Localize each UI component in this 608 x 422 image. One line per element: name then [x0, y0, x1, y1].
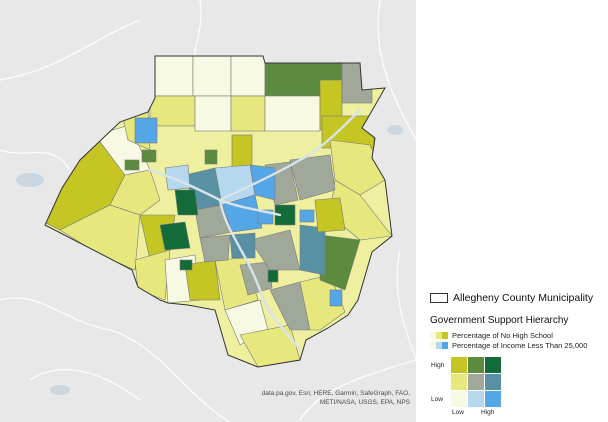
basemap-water: [16, 125, 403, 395]
bivar-axis-high: High: [431, 362, 445, 369]
bivar-high-low: [451, 357, 467, 373]
basemap-roads: [0, 0, 416, 422]
municipality-east-10: [231, 134, 253, 171]
municipality-west-6: [134, 249, 171, 301]
legend-hierarchy: Government Support Hierarchy: [430, 315, 568, 326]
map-legend: Allegheny County Municipality Government…: [416, 0, 608, 422]
ramp-income-swatch: [430, 342, 448, 349]
ramp-no-high-school-swatch: [430, 332, 448, 339]
municipality-core-13: [179, 259, 193, 271]
municipality-north-7: [230, 95, 266, 132]
municipality-north-8: [264, 95, 321, 132]
municipality-core-15: [267, 269, 279, 283]
municipality-east-1: [329, 139, 386, 196]
municipality-core-12: [204, 149, 218, 165]
municipality-west-3: [109, 169, 161, 216]
municipality-core-14: [299, 209, 315, 223]
municipality-east-8: [249, 229, 301, 271]
county-outline: [44, 55, 393, 368]
municipality-east-7: [314, 197, 346, 233]
map-view[interactable]: data.pa.gov, Esri, HERE, Garmin, SafeGra…: [0, 0, 416, 422]
bivar-axis-x-low: Low: [452, 409, 464, 416]
legend-ramp-no-high-school: Percentage of No High School: [430, 331, 553, 340]
municipality-core-16: [141, 149, 157, 163]
municipality-east-5: [289, 154, 336, 201]
allegheny-county-map: [0, 0, 416, 422]
bivariate-legend-grid: [451, 357, 502, 408]
bivar-axis-x-high: High: [481, 409, 495, 416]
municipality-north-1: [154, 56, 194, 97]
legend-municipality: Allegheny County Municipality: [430, 292, 593, 304]
municipality-north-2: [192, 56, 232, 97]
legend-ramp-income: Percentage of Income Less Than 25,000: [430, 341, 587, 350]
bivar-high-high: [485, 357, 501, 373]
legend-municipality-label: Allegheny County Municipality: [453, 292, 594, 304]
municipality-west-9: [124, 159, 140, 171]
bivar-mid-mid: [468, 374, 484, 390]
municipality-core-6: [174, 189, 199, 216]
municipality-north-6: [194, 95, 232, 132]
ramp-income-label: Percentage of Income Less Than 25,000: [452, 341, 588, 350]
map-attribution: data.pa.gov, Esri, HERE, Garmin, SafeGra…: [261, 390, 410, 406]
bivar-mid-low: [451, 374, 467, 390]
bivar-low-low: [451, 391, 467, 407]
bivar-mid-high: [485, 374, 501, 390]
municipality-north-3: [230, 56, 266, 97]
legend-hierarchy-title: Government Support Hierarchy: [430, 315, 569, 326]
municipality-core-9: [159, 221, 191, 251]
bivar-axis-low: Low: [431, 396, 443, 403]
rivers: [148, 108, 362, 352]
municipality-symbol: [430, 293, 448, 303]
bivar-low-mid: [468, 391, 484, 407]
municipality-east-11: [329, 289, 343, 307]
municipality-core-8: [199, 234, 231, 263]
municipality-north-10: [341, 62, 373, 104]
ramp-no-high-school-label: Percentage of No High School: [452, 331, 553, 340]
municipality-west-8: [134, 117, 158, 144]
bivar-high-mid: [468, 357, 484, 373]
bivar-low-high: [485, 391, 501, 407]
municipality-east-4: [299, 224, 326, 276]
